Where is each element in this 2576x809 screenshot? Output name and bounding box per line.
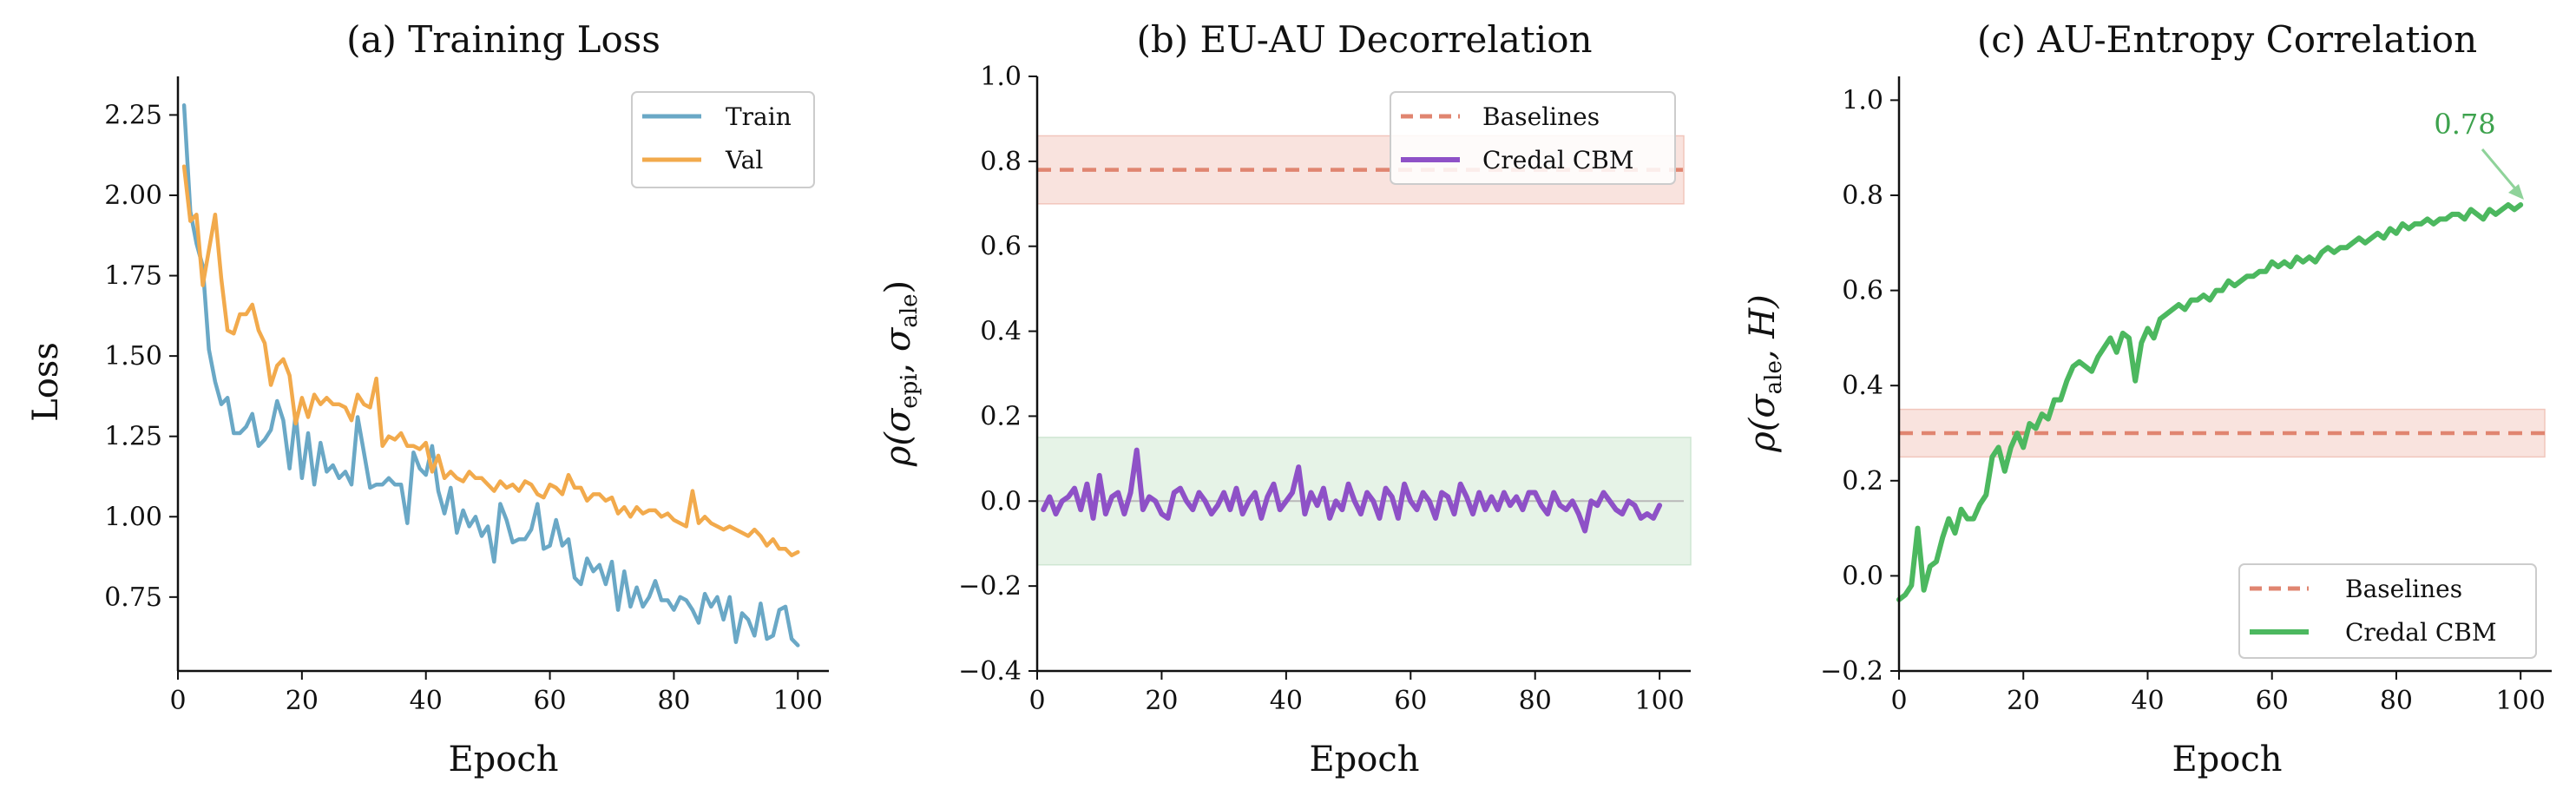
- series-line-val: [181, 164, 800, 557]
- x-tick-label: 0: [1890, 686, 1907, 716]
- series-line-credal-cbm: [1041, 447, 1663, 534]
- annotation-arrowhead: [2508, 184, 2524, 200]
- x-tick-label: 20: [2007, 686, 2040, 716]
- y-tick-label: 0.8: [1842, 181, 1883, 211]
- panel-b-ylabel: ρ(σepi, σale): [878, 280, 923, 467]
- legend-credal-label: Credal CBM: [1482, 146, 1634, 174]
- y-tick-label: 1.0: [1842, 85, 1883, 115]
- x-tick-label: 40: [2131, 686, 2164, 716]
- y-tick-label: 1.25: [104, 422, 162, 452]
- y-tick-label: 1.75: [104, 261, 162, 292]
- panel-a-title: (a) Training Loss: [346, 18, 660, 61]
- y-tick-label: 1.50: [104, 341, 162, 372]
- legend-baselines-label: Baselines: [2345, 575, 2462, 603]
- legend-credal-label: Credal CBM: [2345, 618, 2497, 647]
- y-tick-label: −0.2: [958, 571, 1022, 602]
- panel-a-training-loss: (a) Training Loss Epoch Loss 0 20 40 60 80 10…: [26, 18, 829, 779]
- y-tick-label: 0.75: [104, 582, 162, 613]
- y-tick-label: 0.6: [1842, 276, 1883, 306]
- panel-b-xlabel: Epoch: [1309, 740, 1419, 779]
- x-tick-label: 60: [2256, 686, 2289, 716]
- panel-a-ticks: 0 20 40 60 80 100 0.75 1.00 1.25 1.50 1.75 2.00 2.25: [104, 100, 823, 716]
- y-tick-label: 0.0: [1842, 561, 1883, 591]
- panel-b-series: [1041, 447, 1663, 534]
- x-tick-label: 40: [1270, 686, 1303, 716]
- panel-c-annotation: 0.78: [2434, 108, 2524, 200]
- x-tick-label: 80: [2380, 686, 2413, 716]
- y-tick-label: 1.0: [980, 62, 1022, 92]
- panel-c-ticks: 0 20 40 60 80 100 −0.2 0.0 0.2 0.4 0.6 0.8 1.0: [1820, 85, 2546, 716]
- y-tick-label: 0.4: [980, 317, 1022, 347]
- panel-b-ticks: 0 20 40 60 80 100 −0.4 −0.2 0.0 0.2 0.4 0.6 0.8 1.0: [958, 62, 1685, 716]
- final-value-annotation: 0.78: [2434, 108, 2495, 141]
- panel-b-title: (b) EU-AU Decorrelation: [1136, 18, 1592, 61]
- y-tick-label: 0.8: [980, 147, 1022, 177]
- panel-c-bands: [1898, 408, 2546, 458]
- x-tick-label: 40: [410, 686, 443, 716]
- y-tick-label: 1.00: [104, 502, 162, 532]
- panel-b-legend-box: [1390, 91, 1676, 185]
- y-tick-label: 0.0: [980, 486, 1022, 516]
- panel-c-xlabel: Epoch: [2172, 740, 2282, 779]
- x-tick-label: 100: [773, 686, 823, 716]
- panel-c-legend-box: [2238, 563, 2537, 659]
- panel-b-legend: Baselines Credal CBM: [1390, 91, 1676, 185]
- panel-c-title: (c) AU-Entropy Correlation: [1977, 18, 2477, 61]
- panel-c-au-entropy-correlation: (c) AU-Entropy Correlation Epoch ρ(σale,…: [1743, 18, 2552, 779]
- y-tick-label: 2.25: [104, 100, 162, 130]
- x-tick-label: 100: [1635, 686, 1685, 716]
- y-tick-label: −0.4: [958, 656, 1022, 687]
- panel-a-xlabel: Epoch: [448, 740, 558, 779]
- panel-b-eu-au-decorrelation: (b) EU-AU Decorrelation Epoch ρ(σepi, σa…: [878, 18, 1692, 779]
- y-tick-label: 0.6: [980, 232, 1022, 262]
- series-line-train: [181, 103, 800, 648]
- x-tick-label: 60: [1394, 686, 1427, 716]
- x-tick-label: 80: [1519, 686, 1552, 716]
- panel-a-ylabel: Loss: [26, 342, 66, 422]
- legend-baselines-label: Baselines: [1482, 102, 1600, 131]
- panel-c-legend: Baselines Credal CBM: [2238, 563, 2537, 659]
- x-tick-label: 20: [1145, 686, 1178, 716]
- y-tick-label: 0.2: [1842, 466, 1883, 497]
- legend-train-label: Train: [726, 102, 792, 131]
- y-tick-label: 2.00: [104, 181, 162, 211]
- panel-a-series: [181, 103, 800, 648]
- x-tick-label: 80: [657, 686, 690, 716]
- x-tick-label: 0: [169, 686, 186, 716]
- x-tick-label: 0: [1028, 686, 1045, 716]
- panel-c-ylabel: ρ(σale, H): [1743, 294, 1787, 453]
- panel-a-legend: Train Val: [631, 91, 815, 188]
- y-tick-label: 0.4: [1842, 371, 1883, 401]
- annotation-arrow: [2481, 148, 2520, 194]
- legend-val-label: Val: [725, 146, 763, 174]
- x-tick-label: 100: [2496, 686, 2546, 716]
- panel-c-series: [1896, 202, 2524, 602]
- x-tick-label: 20: [286, 686, 319, 716]
- y-tick-label: 0.2: [980, 401, 1022, 431]
- series-line-credal-cbm: [1896, 202, 2524, 602]
- y-tick-label: −0.2: [1820, 656, 1883, 687]
- x-tick-label: 60: [533, 686, 566, 716]
